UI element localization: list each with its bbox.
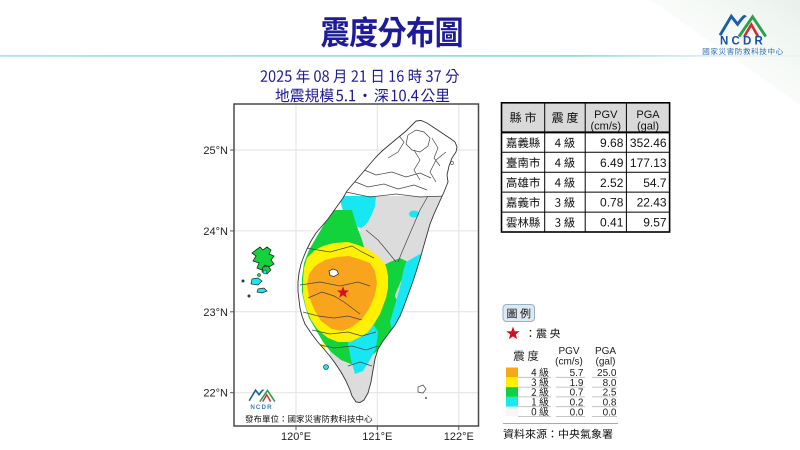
svg-text:NCDR: NCDR (720, 36, 766, 48)
svg-text:23°N: 23°N (203, 307, 228, 319)
svg-text:0.8: 0.8 (603, 398, 617, 409)
svg-text:PGV: PGV (594, 109, 618, 121)
svg-text:1.9: 1.9 (570, 378, 584, 389)
svg-text:(cm/s): (cm/s) (591, 121, 622, 133)
svg-text:0.7: 0.7 (570, 388, 584, 399)
svg-text:(gal): (gal) (595, 357, 615, 368)
svg-text:22°N: 22°N (203, 388, 228, 400)
svg-text:5.7: 5.7 (570, 368, 584, 379)
svg-text:0.41: 0.41 (600, 216, 624, 230)
svg-text:(cm/s): (cm/s) (555, 357, 583, 368)
svg-text:177.13: 177.13 (630, 156, 667, 170)
svg-text:25°N: 25°N (203, 145, 228, 157)
svg-text:PGA: PGA (595, 346, 616, 357)
svg-text:0.78: 0.78 (600, 196, 624, 210)
svg-text:122°E: 122°E (444, 431, 474, 443)
svg-text:0.2: 0.2 (570, 398, 584, 409)
svg-text:22.43: 22.43 (637, 196, 667, 210)
svg-text:2.52: 2.52 (600, 176, 624, 190)
svg-text:9.57: 9.57 (643, 216, 667, 230)
svg-text:0.0: 0.0 (603, 407, 617, 418)
svg-text:PGA: PGA (636, 109, 660, 121)
svg-text:24°N: 24°N (203, 226, 228, 238)
svg-text:PGV: PGV (558, 346, 579, 357)
svg-text:9.68: 9.68 (600, 136, 624, 150)
svg-text:54.7: 54.7 (643, 176, 667, 190)
svg-text:2.5: 2.5 (603, 388, 617, 399)
svg-text:6.49: 6.49 (600, 156, 624, 170)
svg-text:121°E: 121°E (362, 431, 392, 443)
svg-text:(gal): (gal) (637, 121, 659, 133)
svg-text:120°E: 120°E (281, 431, 311, 443)
svg-text:0.0: 0.0 (570, 407, 584, 418)
svg-text:25.0: 25.0 (597, 368, 617, 379)
svg-text:NCDR: NCDR (250, 404, 272, 411)
svg-text:8.0: 8.0 (603, 378, 617, 389)
svg-text:352.46: 352.46 (630, 136, 667, 150)
